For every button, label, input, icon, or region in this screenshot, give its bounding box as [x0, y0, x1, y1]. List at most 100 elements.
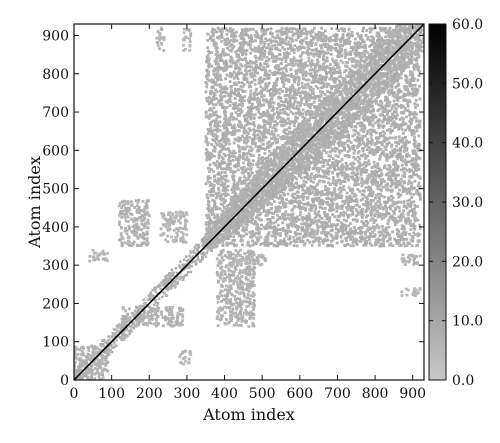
contact-cell [283, 151, 287, 154]
contact-cell [221, 177, 225, 181]
contact-cell [233, 92, 237, 96]
contact-cell [258, 188, 262, 191]
contact-cell [282, 130, 286, 133]
contact-cell [354, 54, 358, 58]
contact-cell [206, 61, 210, 64]
contact-cell [205, 55, 209, 59]
contact-cell [184, 263, 188, 266]
contact-cell [80, 346, 84, 350]
contact-cell [358, 108, 361, 111]
contact-cell [315, 108, 319, 112]
contact-cell [407, 21, 410, 24]
contact-cell [220, 148, 224, 152]
contact-cell [281, 157, 285, 161]
contact-cell [395, 97, 399, 101]
contact-cell [322, 31, 325, 35]
contact-cell [413, 20, 416, 23]
contact-cell [222, 236, 225, 240]
contact-cell [216, 172, 220, 176]
contact-cell [358, 64, 362, 67]
contact-cell [224, 134, 228, 138]
contact-cell [105, 347, 109, 350]
contact-cell [257, 50, 261, 54]
contact-cell [206, 229, 209, 233]
contact-cell [325, 85, 329, 89]
contact-cell [379, 88, 382, 92]
contact-cell [273, 225, 276, 229]
contact-cell [106, 342, 110, 345]
contact-cell [216, 213, 220, 217]
contact-cell [384, 35, 388, 39]
contact-cell [224, 174, 228, 178]
contact-cell [107, 335, 110, 338]
contact-cell [263, 148, 267, 151]
contact-cell [365, 101, 369, 105]
contact-cell [244, 210, 248, 214]
contact-cell [272, 148, 276, 152]
contact-cell [343, 56, 347, 59]
contact-cell [288, 120, 292, 124]
contact-cell [410, 10, 413, 13]
contact-cell [369, 131, 372, 135]
contact-cell [302, 133, 306, 137]
contact-cell [350, 91, 353, 95]
contact-cell [251, 185, 254, 188]
contact-cell [271, 180, 275, 183]
contact-cell [403, 24, 407, 27]
contact-cell [322, 103, 325, 107]
contact-cell [387, 56, 390, 60]
contact-cell [341, 76, 345, 80]
contact-cell [216, 78, 219, 82]
contact-cell [266, 170, 269, 174]
contact-cell [397, 33, 401, 37]
contact-cell [261, 165, 265, 168]
contact-cell [306, 142, 309, 146]
contact-cell [383, 82, 386, 86]
contact-cell [277, 189, 280, 193]
contact-cell [388, 26, 392, 30]
contact-cell [263, 185, 267, 189]
contact-cell [202, 253, 205, 257]
contact-cell [361, 213, 365, 217]
contact-cell [287, 229, 291, 233]
contact-cell [101, 356, 104, 360]
contact-cell [175, 276, 179, 279]
contact-cell [213, 139, 217, 143]
contact-cell [268, 115, 272, 119]
contact-cell [104, 368, 108, 372]
contact-cell [169, 287, 173, 290]
contact-cell [345, 106, 349, 110]
contact-cell [386, 239, 389, 243]
contact-cell [249, 196, 252, 200]
contact-cell [403, 62, 407, 66]
contact-cell [406, 52, 410, 56]
contact-cell [275, 67, 279, 71]
contact-cell [405, 139, 408, 143]
contact-cell [324, 58, 328, 62]
contact-cell [235, 211, 239, 215]
contact-cell [347, 178, 351, 182]
contact-cell [251, 147, 254, 151]
contact-cell [349, 115, 353, 118]
contact-cell [257, 136, 261, 140]
contact-cell [217, 140, 221, 143]
contact-cell [222, 232, 226, 236]
contact-cell [391, 174, 395, 178]
contact-cell [91, 346, 95, 350]
contact-cell [311, 185, 314, 189]
contact-cell [396, 238, 399, 242]
contact-cell [100, 370, 104, 374]
contact-cell [125, 327, 129, 330]
contact-cell [419, 20, 422, 23]
contact-cell [238, 67, 242, 71]
contact-cell [278, 57, 282, 61]
contact-cell [311, 147, 315, 151]
contact-cell [160, 281, 164, 284]
contact-cell [149, 293, 153, 297]
contact-cell [324, 75, 328, 79]
contact-cell [182, 258, 186, 261]
contact-cell [138, 304, 142, 308]
contact-cell [413, 224, 417, 228]
contact-cell [243, 200, 247, 204]
contact-cell [277, 182, 281, 186]
